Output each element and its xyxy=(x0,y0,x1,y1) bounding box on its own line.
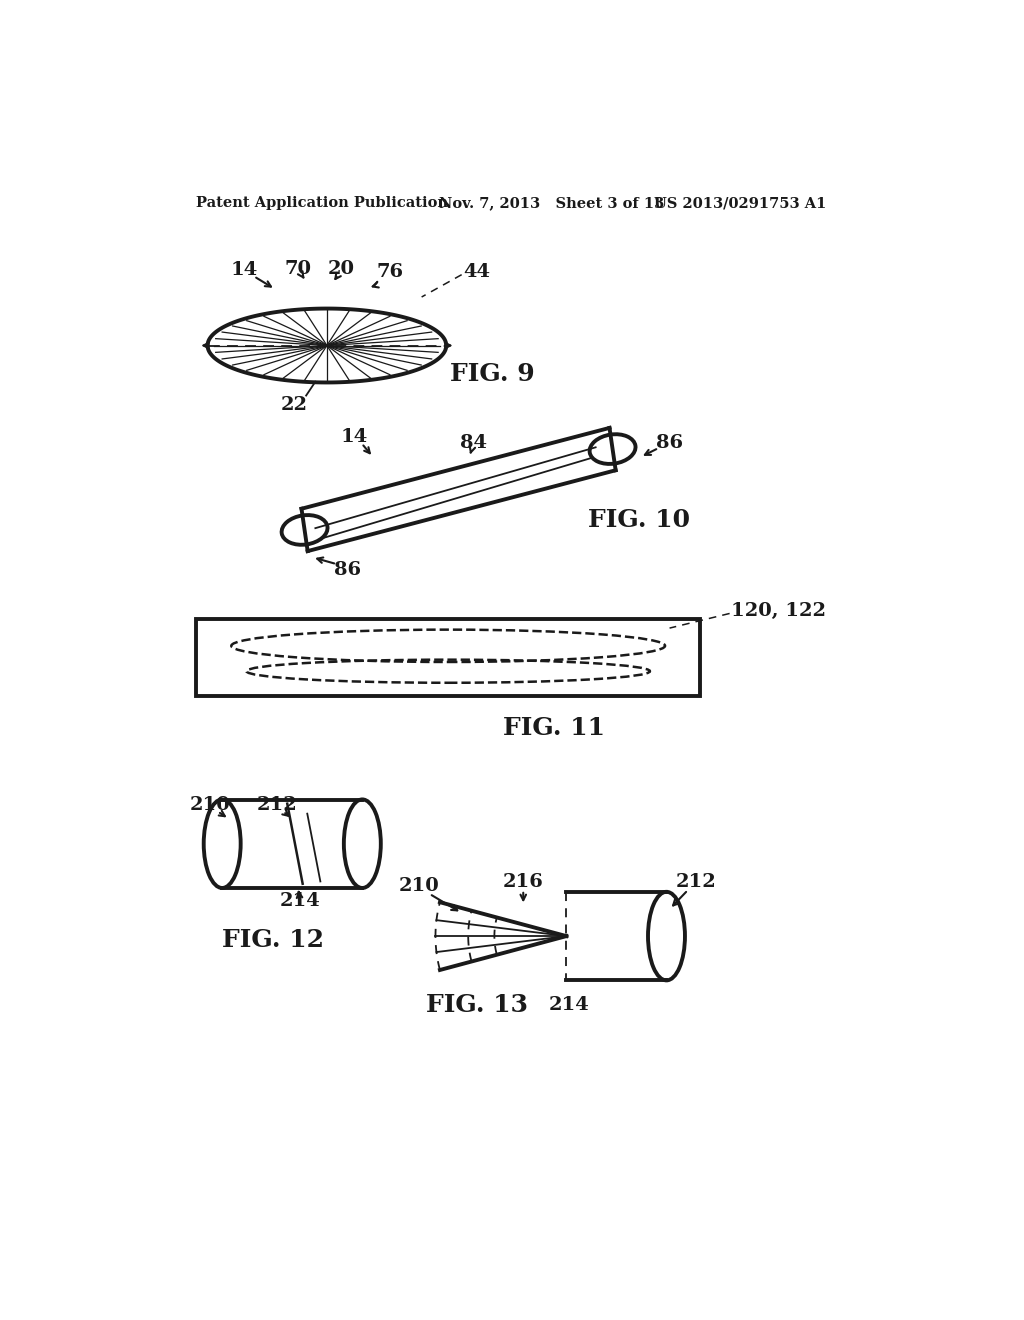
Text: Nov. 7, 2013   Sheet 3 of 13: Nov. 7, 2013 Sheet 3 of 13 xyxy=(438,197,664,210)
Text: Patent Application Publication: Patent Application Publication xyxy=(196,197,449,210)
Text: 14: 14 xyxy=(340,428,368,446)
Text: 44: 44 xyxy=(463,264,490,281)
Text: 70: 70 xyxy=(285,260,312,277)
Text: 86: 86 xyxy=(656,434,683,453)
Text: 14: 14 xyxy=(230,261,258,279)
Text: FIG. 13: FIG. 13 xyxy=(426,994,528,1018)
Text: 216: 216 xyxy=(503,874,544,891)
Text: FIG. 10: FIG. 10 xyxy=(588,508,690,532)
Text: 20: 20 xyxy=(328,260,355,277)
Text: 214: 214 xyxy=(549,997,590,1014)
Text: US 2013/0291753 A1: US 2013/0291753 A1 xyxy=(654,197,826,210)
Text: FIG. 9: FIG. 9 xyxy=(451,362,535,385)
Text: 210: 210 xyxy=(189,796,230,814)
Text: 86: 86 xyxy=(334,561,361,579)
Text: 212: 212 xyxy=(676,874,717,891)
Text: 120, 122: 120, 122 xyxy=(731,602,826,620)
Text: 214: 214 xyxy=(280,892,321,911)
Text: FIG. 12: FIG. 12 xyxy=(222,928,324,952)
Text: 22: 22 xyxy=(281,396,308,413)
Text: 84: 84 xyxy=(460,434,486,453)
Text: 212: 212 xyxy=(256,796,297,814)
Text: 210: 210 xyxy=(399,876,439,895)
Bar xyxy=(196,619,700,696)
Text: 76: 76 xyxy=(377,264,404,281)
Text: FIG. 11: FIG. 11 xyxy=(503,717,605,741)
